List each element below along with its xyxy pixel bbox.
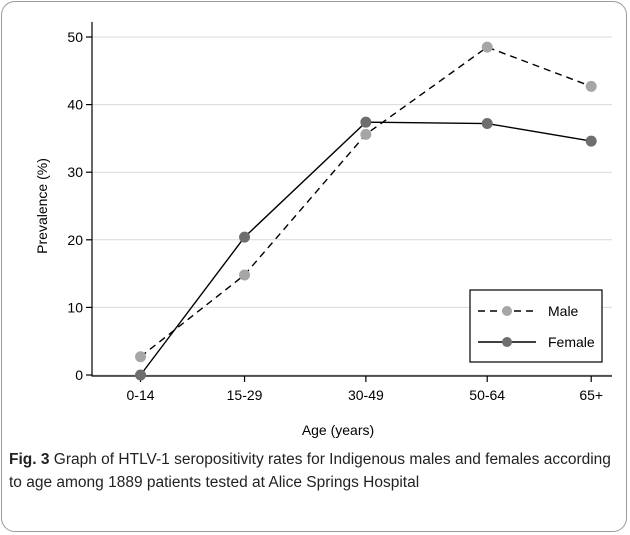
figure-caption: Fig. 3 Graph of HTLV-1 seropositivity ra… <box>9 448 614 494</box>
x-tick-label-1: 15-29 <box>227 387 263 403</box>
point-male-3 <box>481 41 493 53</box>
caption-text: Graph of HTLV-1 seropositivity rates for… <box>9 451 611 491</box>
y-tick-label-0: 0 <box>75 367 83 383</box>
y-tick-label-3: 30 <box>67 164 83 180</box>
point-male-2 <box>360 128 372 140</box>
x-tick-label-4: 65+ <box>579 387 603 403</box>
x-tick-label-3: 50-64 <box>469 387 505 403</box>
legend-marker-female <box>502 337 512 347</box>
y-tick-label-2: 20 <box>67 232 83 248</box>
point-female-3 <box>481 118 493 130</box>
y-tick-label-4: 40 <box>67 97 83 113</box>
y-tick-label-1: 10 <box>67 299 83 315</box>
point-female-4 <box>585 135 597 147</box>
point-female-2 <box>360 116 372 128</box>
caption-label: Fig. 3 <box>9 451 50 468</box>
point-male-1 <box>239 269 251 281</box>
x-axis-title: Age (years) <box>302 422 374 438</box>
x-tick-label-2: 30-49 <box>348 387 384 403</box>
point-male-4 <box>585 80 597 92</box>
line-chart: 0 10 20 30 40 50 0-14 15-29 30-49 50-64 65+ Male Fe… <box>34 22 612 438</box>
legend-box <box>469 289 603 363</box>
y-tick-label-5: 50 <box>67 29 83 45</box>
legend-label-female: Female <box>548 334 595 350</box>
legend-label-male: Male <box>548 303 579 319</box>
point-male-0 <box>135 351 147 363</box>
legend: Male Female <box>469 289 603 363</box>
point-female-1 <box>239 231 251 243</box>
legend-marker-male <box>502 306 512 316</box>
series-layer <box>135 41 597 381</box>
y-axis-title: Prevalence (%) <box>34 158 50 254</box>
axes-layer: 0 10 20 30 40 50 0-14 15-29 30-49 50-64 65+ <box>67 22 612 403</box>
x-tick-label-0: 0-14 <box>127 387 155 403</box>
point-female-0 <box>135 369 147 381</box>
